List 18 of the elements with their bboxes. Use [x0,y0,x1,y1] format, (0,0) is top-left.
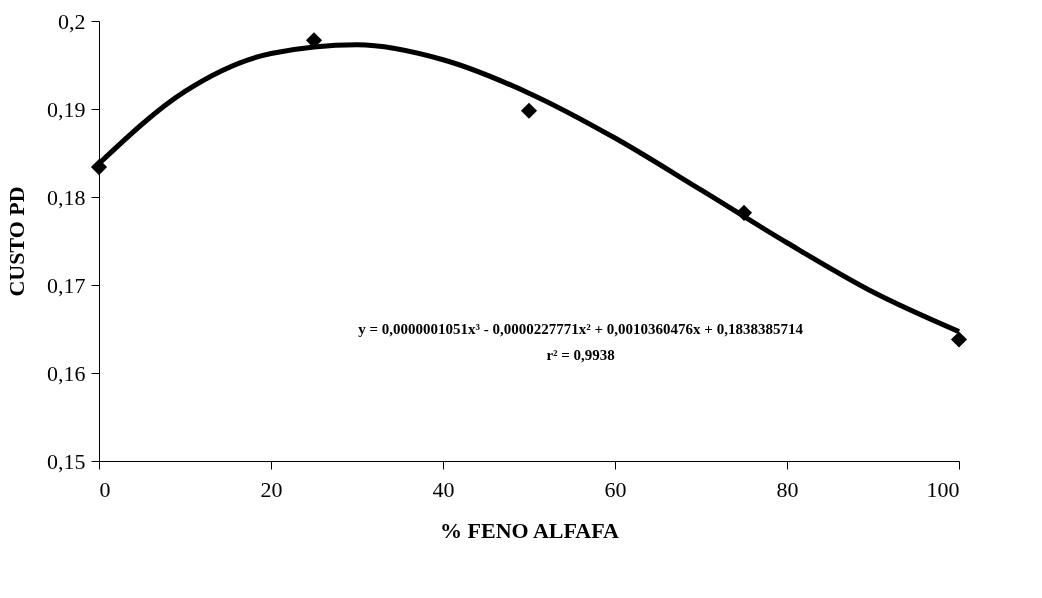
annotation: r² = 0,9938 [546,347,615,363]
x-tick-label: 80 [776,476,799,502]
x-tick-label: 100 [926,476,960,502]
x-tick-label: 40 [432,476,455,502]
x-tick-label: 0 [99,476,111,502]
y-tick-label: 0,19 [47,96,86,122]
x-axis-title: % FENO ALFAFA [440,517,620,543]
x-tick-label: 20 [260,476,283,502]
y-axis-title: CUSTO PD [4,186,29,297]
x-tick-label: 60 [604,476,627,502]
point [520,102,538,119]
point [950,331,968,348]
y-tick-label: 0,15 [47,448,86,474]
y-tick-label: 0,17 [47,272,86,298]
y-tick-label: 0,16 [47,360,86,386]
y-tick-label: 0,18 [47,184,86,210]
annotation: y = 0,0000001051x³ - 0,0000227771x² + 0,0010360476x + 0,1838385714 [358,321,804,337]
y-tick-label: 0,2 [58,8,86,34]
